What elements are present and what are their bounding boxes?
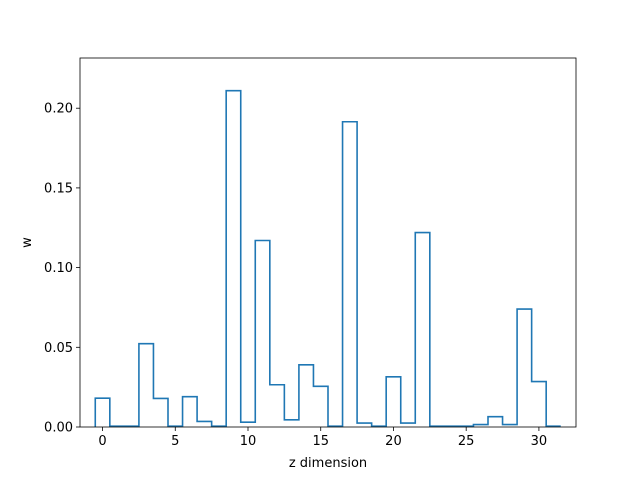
x-tick-label: 30 <box>531 434 548 449</box>
x-tick-label: 15 <box>312 434 329 449</box>
y-tick-label: 0.05 <box>44 341 73 356</box>
x-tick-label: 10 <box>240 434 257 449</box>
y-tick-label: 0.10 <box>44 261 73 276</box>
x-axis-ticks: 0 5 10 15 20 25 30 <box>98 427 547 449</box>
x-tick-label: 20 <box>385 434 402 449</box>
y-axis-label: w <box>20 237 35 248</box>
plot-background <box>80 58 576 427</box>
x-tick-label: 5 <box>171 434 179 449</box>
y-tick-label: 0.15 <box>44 181 73 196</box>
x-tick-label: 25 <box>458 434 475 449</box>
x-tick-label: 0 <box>98 434 106 449</box>
series-step-line <box>94 89 561 427</box>
y-axis-ticks: 0.00 0.05 0.10 0.15 0.20 <box>44 102 80 436</box>
y-tick-label: 0.20 <box>44 102 73 117</box>
x-axis-label: z dimension <box>289 456 367 471</box>
y-tick-label: 0.00 <box>44 421 73 436</box>
plot-frame <box>79 57 577 428</box>
